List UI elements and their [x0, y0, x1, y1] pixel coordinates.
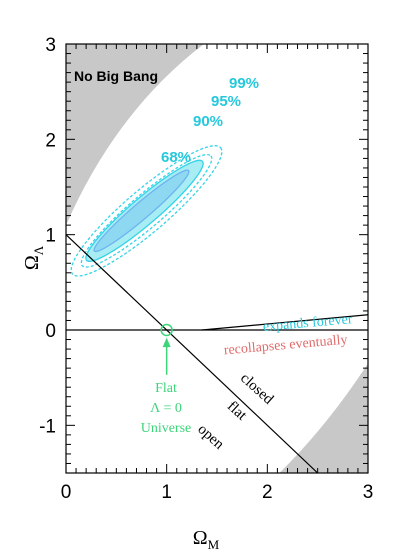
label-recollapses: recollapses eventually — [223, 333, 348, 359]
line-expansion-boundary — [201, 314, 368, 331]
x-tick-label: 2 — [262, 482, 273, 503]
x-axis-subscript: M — [208, 537, 220, 552]
label-flat: flat — [224, 398, 250, 424]
label-open: open — [194, 421, 227, 453]
y-axis-title: ΩΛ — [21, 245, 46, 270]
contour-99 — [70, 145, 223, 277]
label-90: 90% — [193, 113, 223, 130]
label-95: 95% — [211, 93, 241, 110]
x-tick-label: 0 — [61, 482, 72, 503]
flat-universe-marker — [160, 323, 173, 337]
label-universe-flat: Flat — [155, 381, 177, 396]
no-big-bang-region — [66, 44, 204, 226]
y-tick-label: 0 — [45, 321, 56, 342]
y-tick-label: 1 — [45, 226, 56, 247]
contour-68 — [93, 169, 190, 253]
line-flat — [66, 234, 319, 473]
label-expands-forever: expands forever — [262, 312, 353, 335]
label-no-big-bang: No Big Bang — [74, 68, 158, 84]
label-universe-lambda: Λ = 0 — [150, 401, 182, 416]
x-tick-label: 3 — [363, 482, 374, 503]
x-axis-title: ΩM — [193, 527, 220, 552]
label-68: 68% — [161, 149, 191, 166]
y-tick-label: 2 — [45, 130, 56, 151]
y-axis-subscript: Λ — [31, 245, 46, 255]
contour-95 — [80, 153, 213, 268]
arrow-head — [162, 337, 171, 348]
closed-region-bottom-right — [279, 363, 368, 473]
y-tick-label: -1 — [39, 416, 56, 437]
label-universe-word: Universe — [141, 421, 192, 436]
x-tick-label: 1 — [161, 482, 172, 503]
y-tick-label: 3 — [45, 35, 56, 56]
label-99: 99% — [229, 75, 259, 92]
